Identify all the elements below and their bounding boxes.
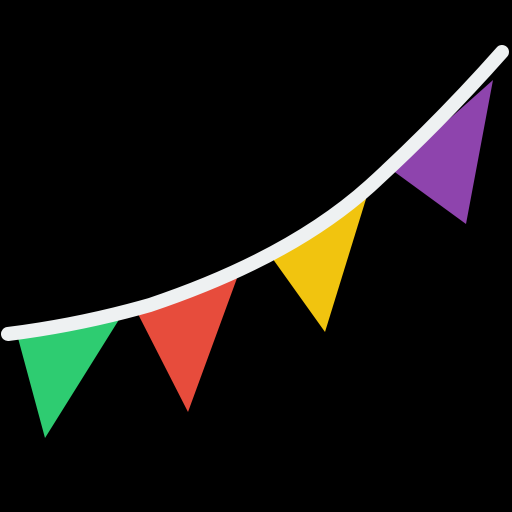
bunting-string bbox=[1, 45, 509, 341]
yellow-flag bbox=[270, 186, 370, 332]
purple-flag bbox=[392, 80, 493, 224]
green-flag bbox=[18, 318, 120, 438]
